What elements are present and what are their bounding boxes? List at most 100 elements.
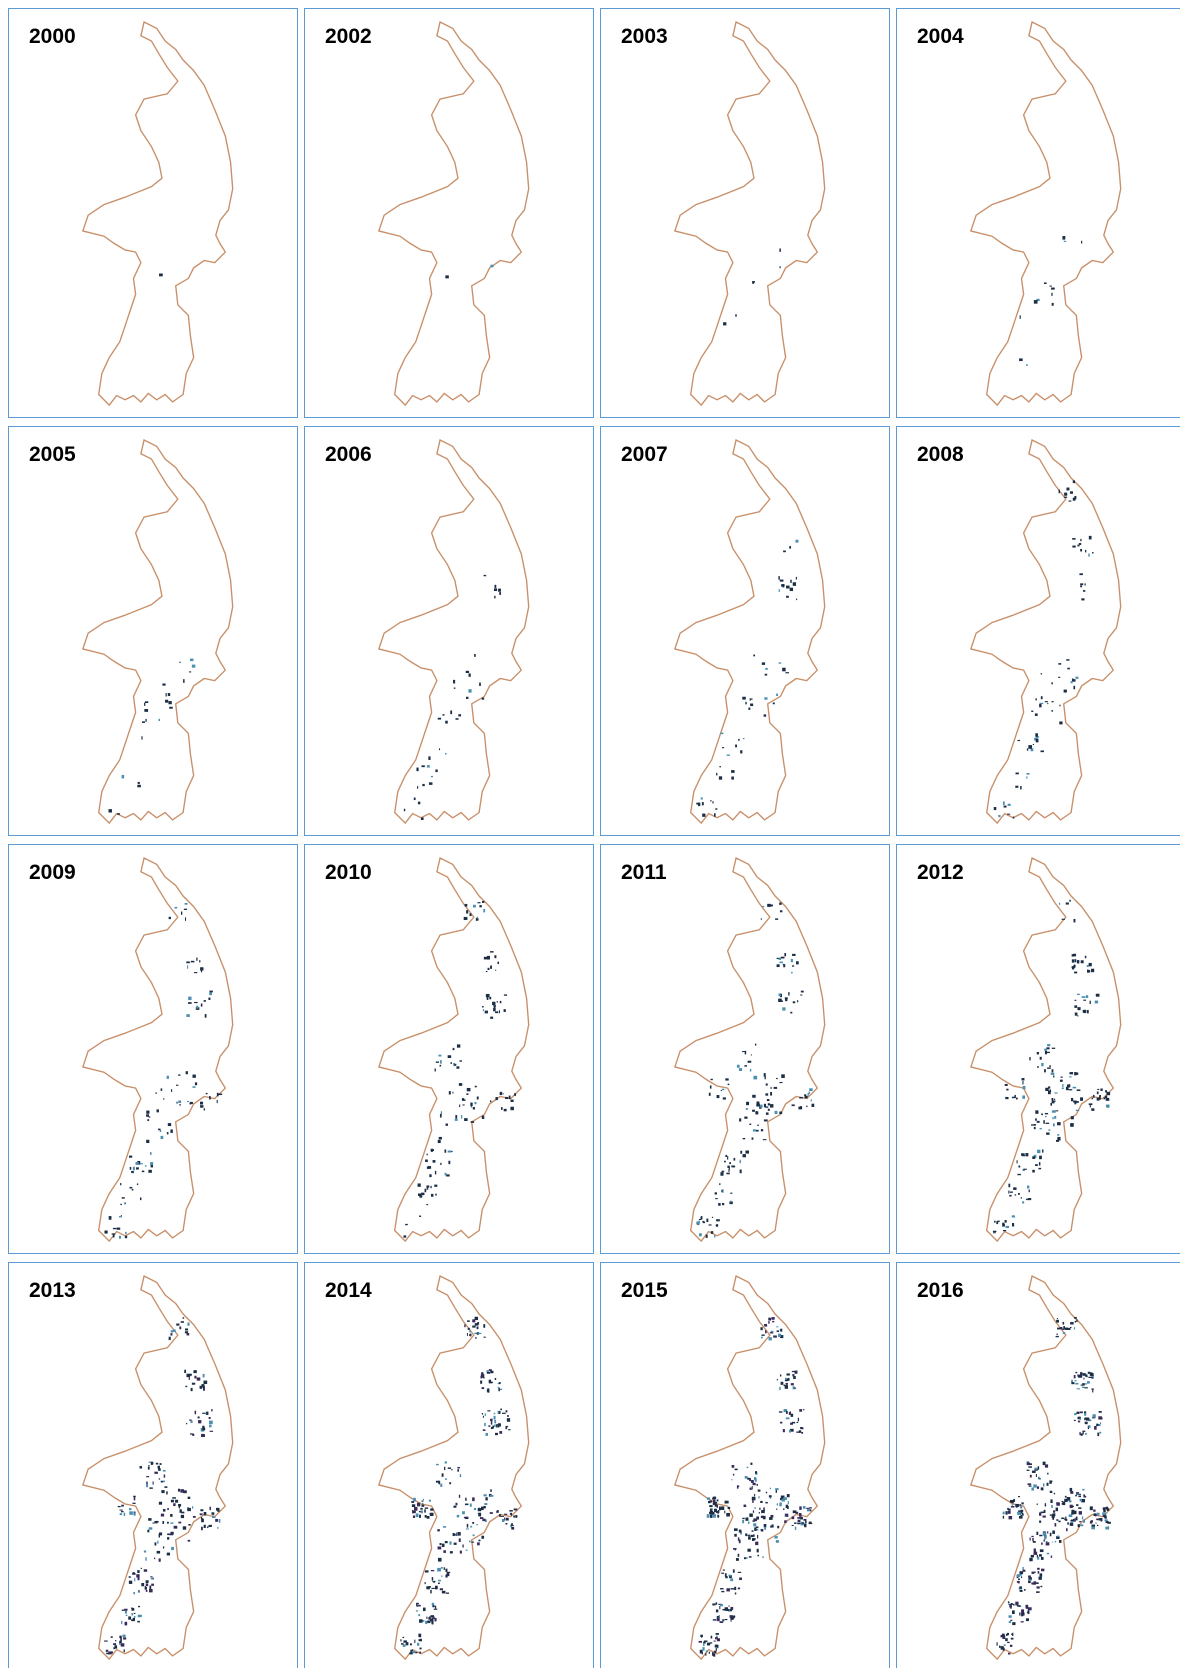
detection-dot (1017, 1511, 1021, 1515)
detection-dot (1037, 1571, 1040, 1574)
detection-dot (1059, 1327, 1063, 1330)
detection-dot (434, 1605, 437, 1609)
detection-dot (1039, 1155, 1042, 1160)
detection-dot (189, 1419, 192, 1421)
detection-dot (1036, 1120, 1040, 1123)
panel-label: 2000 (29, 25, 76, 48)
detection-dot (1068, 1500, 1072, 1503)
detection-dot (150, 1461, 153, 1465)
detection-dot (1047, 1067, 1051, 1069)
detection-dot (715, 1647, 717, 1651)
detection-dot (779, 1374, 782, 1377)
detection-dot (790, 1011, 793, 1014)
detection-dot (731, 770, 735, 773)
detection-dot (200, 1386, 203, 1389)
detection-dot (505, 1517, 509, 1521)
detection-dot (1003, 805, 1007, 808)
detection-dot (1069, 1487, 1073, 1492)
detection-dot (790, 1383, 794, 1386)
detection-dot (786, 1373, 790, 1376)
detection-dot (419, 1651, 422, 1654)
detection-dot (759, 1507, 761, 1510)
detection-dot (740, 1531, 742, 1535)
detection-dot (751, 1538, 755, 1541)
detection-dot (721, 1620, 724, 1622)
detection-dot (1040, 1511, 1045, 1514)
detection-dot (138, 1590, 140, 1593)
detection-dot (752, 1482, 756, 1486)
detection-dot (710, 800, 712, 802)
detection-dot (162, 683, 166, 686)
detection-dot (762, 1139, 767, 1141)
detection-dot (499, 1000, 502, 1004)
detection-dot (796, 598, 798, 601)
detection-dot (753, 654, 756, 657)
detection-dot (144, 702, 146, 706)
detection-dot (414, 1639, 416, 1644)
detection-dot (737, 1537, 740, 1541)
detection-dot (490, 1426, 494, 1430)
detection-dot (751, 1530, 754, 1532)
detection-dot (1011, 1215, 1015, 1218)
detection-dot (187, 1496, 191, 1499)
detection-dot (1044, 1112, 1049, 1115)
detection-dot (1039, 702, 1044, 705)
detection-dot (199, 960, 201, 963)
detection-dot (772, 702, 775, 705)
detection-dot (437, 717, 442, 720)
detection-dot (725, 1609, 730, 1611)
detection-dot (1055, 1507, 1059, 1512)
detection-dot (763, 714, 767, 717)
detection-dot (129, 1511, 133, 1515)
detection-dot (784, 1513, 789, 1517)
detection-dot (782, 667, 786, 672)
detection-dot (188, 1373, 192, 1376)
detection-dot (1083, 590, 1086, 592)
detection-dot (437, 1557, 442, 1562)
detection-dot (515, 1516, 517, 1518)
detection-dot (149, 1487, 153, 1489)
detection-dot (502, 1093, 505, 1095)
detection-dot (137, 1570, 140, 1573)
detection-dot (1000, 1635, 1003, 1638)
detection-dot (1082, 1430, 1086, 1432)
detection-dot (177, 1488, 181, 1492)
detection-dot (1075, 1101, 1079, 1103)
detection-dot (458, 714, 462, 717)
detection-dot (416, 767, 419, 772)
detection-dot (736, 1064, 740, 1068)
detection-dot (430, 775, 433, 778)
detection-dot (199, 1101, 204, 1105)
detection-dot (1039, 1056, 1042, 1060)
detection-dot (482, 1009, 485, 1012)
detection-dot (1010, 1603, 1013, 1605)
detection-dot (1067, 667, 1070, 670)
detection-dot (477, 918, 479, 921)
detection-dot (1008, 1615, 1012, 1618)
detection-dot (1072, 1511, 1076, 1514)
panel-label: 2011 (621, 861, 667, 884)
detection-dot (474, 1085, 477, 1088)
detection-dot (170, 1531, 174, 1535)
detection-dot (454, 1063, 457, 1066)
detection-dot (1038, 1476, 1040, 1479)
detection-dot (715, 808, 718, 810)
detection-dot (139, 1466, 143, 1469)
detection-dot (186, 1014, 190, 1017)
detection-dot (1022, 1566, 1024, 1571)
detection-dot (1051, 1097, 1054, 1101)
detection-dot (509, 1510, 513, 1512)
detection-dot (426, 1621, 431, 1623)
detection-dot (490, 951, 494, 953)
detection-dot (202, 1387, 205, 1391)
detection-dot (167, 1533, 171, 1536)
detection-dot (482, 1005, 484, 1008)
detection-dot (751, 1486, 753, 1490)
detection-dot (144, 1165, 147, 1167)
detections (403, 574, 502, 821)
detection-dot (155, 1092, 158, 1094)
detection-dot (709, 1085, 712, 1089)
detection-dot (144, 709, 149, 712)
detection-dot (784, 1515, 787, 1517)
detection-dot (481, 1115, 485, 1119)
